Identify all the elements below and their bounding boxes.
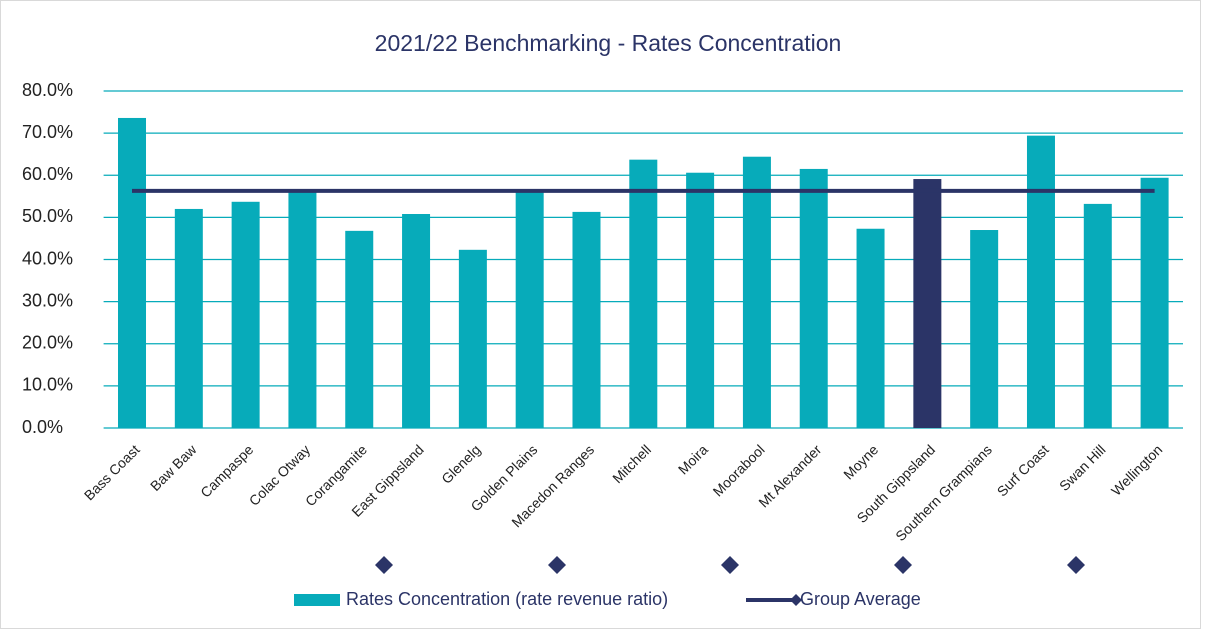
chart-title: 2021/22 Benchmarking - Rates Concentrati… bbox=[375, 30, 842, 56]
bar bbox=[913, 179, 942, 428]
bar bbox=[174, 208, 203, 428]
diamond-marker bbox=[375, 556, 1085, 574]
bar bbox=[572, 211, 601, 428]
y-tick-label: 0.0% bbox=[22, 417, 63, 437]
legend-label: Group Average bbox=[800, 589, 921, 609]
y-tick-label: 50.0% bbox=[22, 206, 73, 226]
bar bbox=[345, 230, 374, 428]
y-tick-label: 30.0% bbox=[22, 290, 73, 310]
bar bbox=[458, 249, 487, 428]
bar bbox=[856, 228, 885, 428]
bar bbox=[288, 189, 317, 428]
bar bbox=[118, 117, 147, 429]
legend-marker bbox=[790, 594, 802, 606]
y-tick-label: 80.0% bbox=[22, 80, 73, 100]
y-tick-label: 10.0% bbox=[22, 375, 73, 395]
y-tick-label: 20.0% bbox=[22, 333, 73, 353]
bar bbox=[742, 156, 771, 428]
bar bbox=[1140, 177, 1169, 428]
bar bbox=[231, 201, 260, 428]
bar bbox=[1026, 135, 1055, 428]
bar bbox=[629, 159, 658, 428]
legend-label: Rates Concentration (rate revenue ratio) bbox=[346, 589, 668, 609]
y-tick-label: 70.0% bbox=[22, 122, 73, 142]
bar bbox=[970, 230, 999, 428]
legend-swatch bbox=[294, 594, 340, 606]
y-tick-label: 60.0% bbox=[22, 164, 73, 184]
y-tick-label: 40.0% bbox=[22, 248, 73, 268]
bar bbox=[402, 214, 431, 428]
bar bbox=[515, 189, 544, 428]
bar bbox=[1083, 203, 1112, 428]
marker-artifacts bbox=[375, 556, 1085, 574]
bar bbox=[686, 172, 715, 428]
bar bbox=[799, 168, 828, 428]
